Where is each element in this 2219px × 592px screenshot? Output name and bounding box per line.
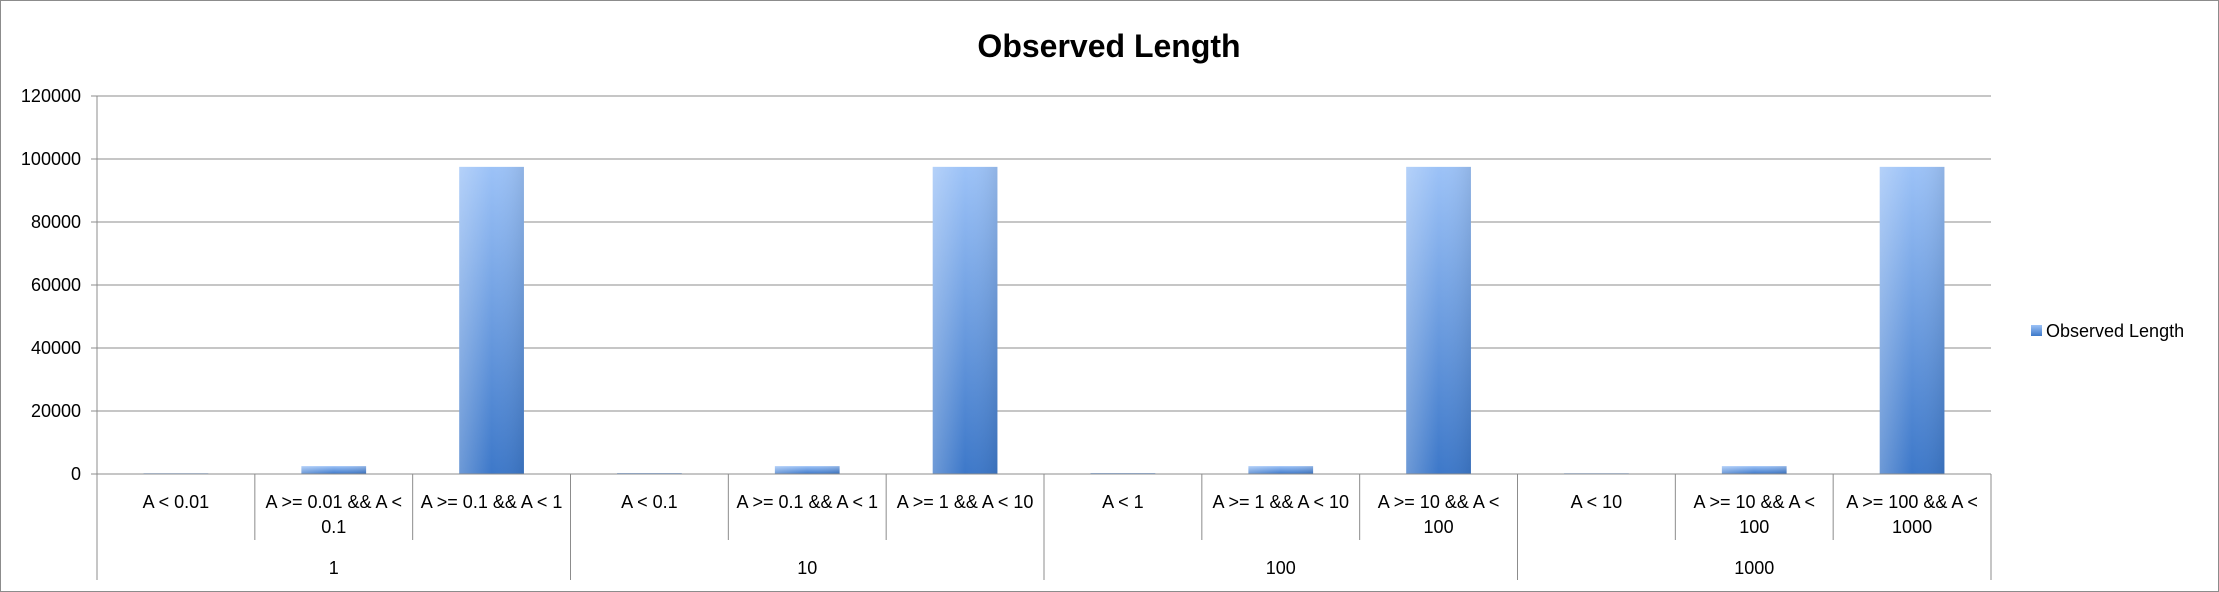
gridlines [91,95,1991,475]
x-tick-label: A >= 100 && A < [1846,492,1978,512]
x-tick-label: A >= 1 && A < 10 [1212,492,1349,512]
x-tick-label: A < 1 [1102,492,1144,512]
x-tick-label: 100 [1739,517,1769,537]
x-tick-label: 0.1 [321,517,346,537]
x-tick-label: A >= 0.1 && A < 1 [736,492,878,512]
y-tick-label: 60000 [31,275,81,295]
group-label: 100 [1266,558,1296,578]
bar-shading [1248,466,1314,474]
group-label: 10 [797,558,817,578]
x-tick-label: 100 [1424,517,1454,537]
y-tick-label: 20000 [31,401,81,421]
chart-title: Observed Length [977,28,1240,64]
bar-series [143,166,1945,474]
x-tick-label: 1000 [1892,517,1932,537]
legend-label: Observed Length [2046,321,2184,341]
y-tick-label: 120000 [21,86,81,106]
bar-shading [774,466,840,474]
x-tick-label: A < 10 [1571,492,1623,512]
legend-swatch [2031,325,2042,336]
bar-shading [1721,466,1787,474]
group-label: 1 [329,558,339,578]
legend: Observed Length [2031,321,2184,341]
x-tick-label: A >= 0.01 && A < [265,492,402,512]
x-tick-label: A >= 1 && A < 10 [897,492,1034,512]
x-tick-label: A < 0.1 [621,492,678,512]
bar-shading [1406,166,1471,474]
bar-shading [932,166,998,474]
group-label: 1000 [1734,558,1774,578]
bar-shading [1879,166,1945,474]
y-tick-label: 40000 [31,338,81,358]
x-axis: A < 0.01 A >= 0.01 && A < 0.1 A >= 0.1 && A… [96,473,1992,580]
y-axis: 0 20000 40000 60000 80000 100000 120000 [21,86,98,484]
y-tick-label: 80000 [31,212,81,232]
bar-shading [301,466,367,474]
bar-shading [459,166,524,474]
x-tick-label: A >= 10 && A < [1378,492,1500,512]
x-tick-label: A < 0.01 [143,492,210,512]
y-tick-label: 100000 [21,149,81,169]
x-tick-label: A >= 0.1 && A < 1 [421,492,563,512]
x-tick-label: A >= 10 && A < [1693,492,1815,512]
y-tick-label: 0 [71,464,81,484]
